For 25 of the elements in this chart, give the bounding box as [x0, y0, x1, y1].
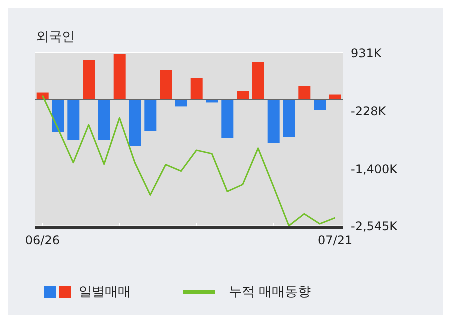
bar [190, 78, 203, 100]
y-tick-label: 931K [351, 46, 383, 61]
y-tick-label: -228K [351, 104, 388, 118]
chart-title: 외국인 [36, 29, 75, 46]
line-series [42, 95, 336, 227]
bar [83, 60, 96, 100]
x-tick-label: 07/21 [318, 234, 353, 248]
bar [268, 100, 280, 143]
bar [68, 100, 80, 140]
bar [252, 62, 264, 100]
legend-label: 누적 매매동향 [229, 284, 312, 301]
bar [283, 100, 296, 138]
y-tick-label: -1,400K [351, 162, 399, 177]
bar [222, 100, 234, 139]
y-tick-label: -2,545K [351, 220, 399, 234]
bar [129, 100, 142, 146]
bar [144, 100, 157, 132]
bar [298, 86, 311, 100]
bar [114, 54, 126, 100]
x-tick-label: 06/26 [25, 234, 60, 248]
bar [314, 100, 326, 110]
bar [160, 70, 172, 100]
legend-label: 일별매매 [79, 284, 131, 301]
bar [52, 100, 64, 132]
bar [98, 100, 110, 140]
